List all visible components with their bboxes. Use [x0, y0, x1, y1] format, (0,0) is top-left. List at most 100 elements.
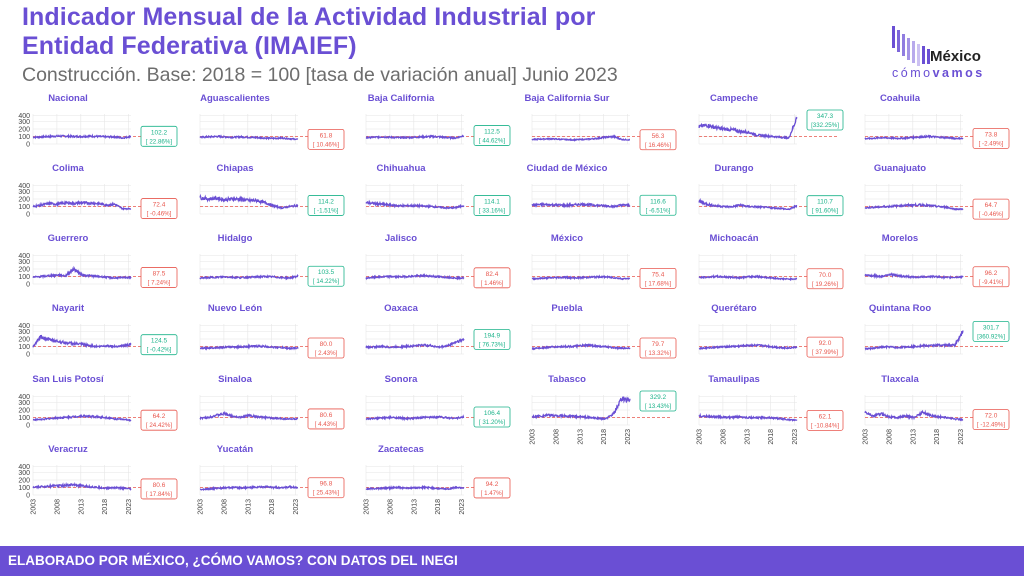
value-label-box [806, 409, 844, 431]
series-line [365, 273, 465, 281]
logo-bars-icon [892, 26, 930, 66]
value-label-box [307, 265, 345, 287]
panel-oaxaca: Oaxaca 194.9 [ 76.73%] [365, 303, 511, 355]
value-label: 124.5 [151, 338, 168, 345]
y-tick-label: 400 [18, 323, 30, 330]
value-label: 301.7 [983, 324, 1000, 331]
series-line [199, 134, 299, 141]
logo-subtitle: cómovamos [892, 66, 985, 80]
x-tick-label: 2018 [934, 429, 941, 445]
panel-title: Sonora [385, 374, 418, 385]
panel-title: Campeche [710, 93, 758, 104]
panel-title: Michoacán [709, 233, 758, 244]
series-line [864, 330, 964, 351]
panel-quintana-roo: Quintana Roo 301.7 [360.92%] [864, 303, 1010, 355]
panel-title: Coahuila [880, 93, 921, 104]
y-tick-label: 100 [18, 485, 30, 492]
change-label: [ -1.51%] [314, 207, 339, 214]
change-label: [ 10.46%] [313, 141, 339, 148]
x-tick-label: 2023 [958, 429, 965, 445]
panel-title: Chiapas [217, 163, 254, 174]
change-label: [ 4.43%] [315, 421, 338, 428]
series-line [365, 337, 465, 350]
value-label: 56.3 [652, 133, 665, 140]
value-label: 92.0 [819, 340, 832, 347]
value-label-box [473, 267, 511, 289]
y-tick-label: 400 [18, 183, 30, 190]
value-label: 82.4 [486, 271, 499, 278]
x-tick-label: 2018 [102, 499, 109, 515]
y-tick-label: 100 [18, 415, 30, 422]
value-label-box [639, 390, 677, 412]
y-tick-label: 200 [18, 408, 30, 415]
series-line [864, 134, 964, 141]
panel-hidalgo: Hidalgo 103.5 [ 14.22%] [199, 233, 345, 287]
y-tick-label: 0 [26, 282, 30, 289]
series-line [864, 202, 964, 211]
panel-tamaulipas: Tamaulipas 62.1 [ -10.84%] 2003 2008 2013 2018… [697, 374, 844, 445]
series-line [32, 265, 132, 281]
panel-title: Durango [714, 163, 753, 174]
panel-title: Tabasco [548, 374, 586, 385]
x-tick-label: 2003 [198, 499, 205, 515]
series-line [32, 199, 132, 211]
panel-yucatan: Yucatán 96.8 [ 25.43%] 2003 2008 2013 2018 2023 [198, 444, 345, 515]
y-tick-label: 100 [18, 344, 30, 351]
change-label: [ -2.49%] [979, 140, 1004, 147]
logo-sub-b: vamos [932, 66, 985, 80]
value-label: 75.4 [652, 271, 665, 278]
change-label: [ 33.16%] [479, 207, 505, 214]
panel-title: Baja California Sur [525, 93, 610, 104]
series-line [365, 199, 465, 210]
value-label: 347.3 [817, 113, 834, 120]
panel-title: Nacional [48, 93, 88, 104]
panel-title: San Luis Potosí [32, 374, 104, 385]
panel-sonora: Sonora 106.4 [ 31.20%] [365, 374, 511, 428]
y-tick-label: 0 [26, 493, 30, 500]
value-label: 64.2 [153, 413, 166, 420]
panel-title: Colima [52, 163, 84, 174]
value-label: 61.8 [320, 132, 333, 139]
panel-coahuila: Coahuila 73.8 [ -2.49%] [864, 93, 1010, 149]
footer-credit: ELABORADO POR MÉXICO, ¿CÓMO VAMOS? CON D… [0, 546, 1024, 576]
chart-subtitle: Construcción. Base: 2018 = 100 [tasa de … [22, 64, 618, 86]
value-label-box [639, 337, 677, 359]
panel-baja-california: Baja California 112.5 [ 44.62%] [365, 93, 511, 146]
x-tick-label: 2008 [553, 429, 560, 445]
change-label: [ 37.99%] [812, 349, 838, 356]
change-label: [ 91.60%] [812, 208, 838, 215]
y-tick-label: 0 [26, 423, 30, 430]
y-tick-label: 200 [18, 478, 30, 485]
value-label: 79.7 [652, 341, 665, 348]
panel-chiapas: Chiapas 114.2 [ -1.51%] [199, 163, 345, 216]
panel-title: Baja California [368, 93, 435, 104]
logo-brand: México [930, 48, 981, 65]
panel-title: Querétaro [711, 303, 757, 314]
value-label-box [473, 125, 511, 146]
panel-title: México [551, 233, 583, 244]
change-label: [332.25%] [811, 122, 839, 129]
series-line [531, 342, 631, 351]
x-tick-label: 2003 [364, 499, 371, 515]
y-tick-label: 300 [18, 470, 30, 477]
y-tick-label: 100 [18, 204, 30, 211]
panel-puebla: Puebla 79.7 [ 13.32%] [531, 303, 677, 359]
value-label-box [972, 198, 1010, 220]
y-tick-label: 400 [18, 253, 30, 260]
series-line [698, 412, 798, 422]
change-label: [ 17.84%] [146, 491, 172, 498]
series-line [365, 414, 465, 422]
panel-title: Yucatán [217, 444, 254, 455]
x-tick-label: 2008 [387, 499, 394, 515]
x-tick-label: 2003 [31, 499, 38, 515]
change-label: [ 25.43%] [313, 490, 339, 497]
change-label: [ 1.46%] [481, 280, 504, 287]
x-tick-label: 2023 [625, 429, 632, 445]
y-tick-label: 300 [18, 119, 30, 126]
panel-title: Veracruz [48, 444, 88, 455]
change-label: [ -9.41%] [979, 279, 1004, 286]
value-label: 70.0 [819, 272, 832, 279]
value-label: 102.2 [151, 129, 168, 136]
